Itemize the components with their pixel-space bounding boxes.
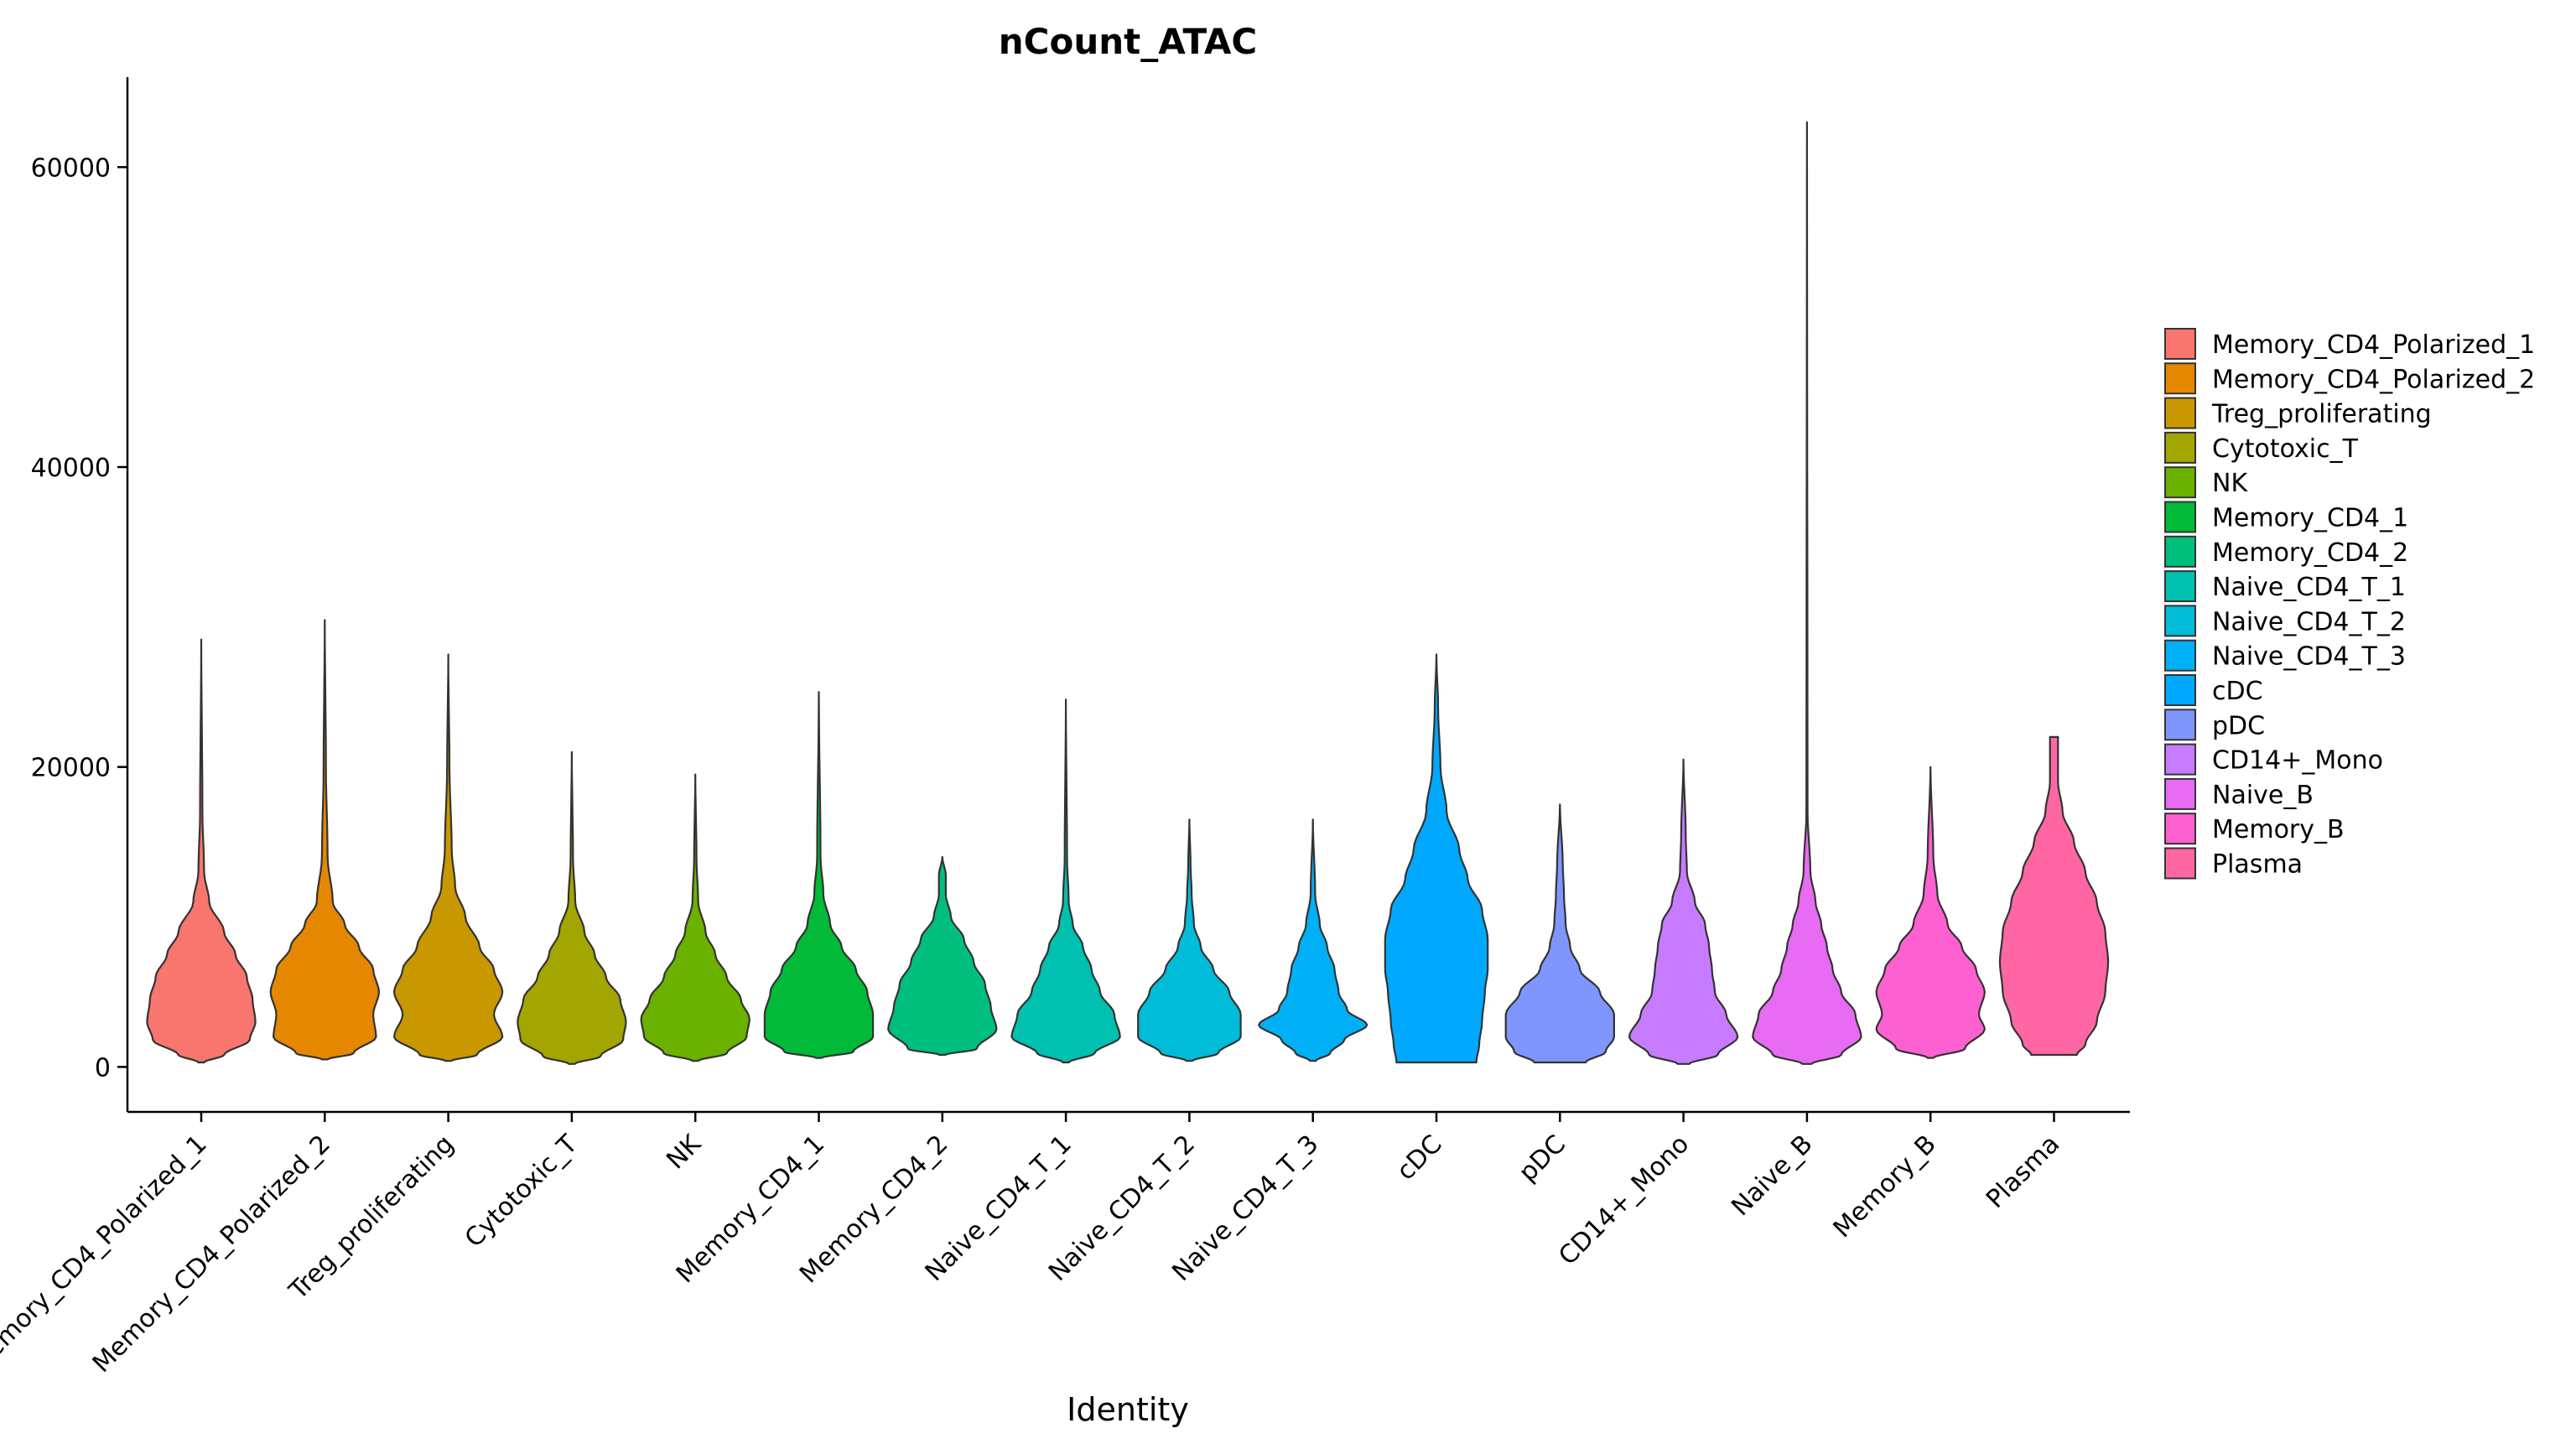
violin-Naive_CD4_T_3 <box>1258 818 1368 1062</box>
violin-Memory_B <box>1875 766 1986 1059</box>
y-tick-label: 0 <box>95 1053 111 1083</box>
legend-swatch <box>2164 743 2196 776</box>
legend-label: Naive_CD4_T_2 <box>2212 607 2406 636</box>
legend: Memory_CD4_Polarized_1 Memory_CD4_Polariz… <box>2164 328 2535 880</box>
x-tick-label: pDC <box>1514 1130 1571 1187</box>
violin-pDC <box>1504 803 1615 1064</box>
x-tick-label: NK <box>661 1129 707 1175</box>
legend-swatch <box>2164 431 2196 464</box>
violin-NK <box>640 773 750 1062</box>
violin-cDC <box>1384 653 1489 1064</box>
legend-label: CD14+_Mono <box>2212 746 2383 776</box>
legend-label: Naive_B <box>2212 781 2314 810</box>
chart-title: nCount_ATAC <box>999 21 1257 62</box>
legend-swatch <box>2164 605 2196 637</box>
legend-swatch <box>2164 813 2196 845</box>
violin-CD14+_Mono <box>1628 758 1739 1065</box>
legend-swatch <box>2164 847 2196 880</box>
legend-label: Naive_CD4_T_3 <box>2212 642 2406 672</box>
legend-label: NK <box>2212 469 2248 498</box>
violin-Memory_CD4_Polarized_1 <box>146 638 257 1064</box>
y-tick-label: 40000 <box>31 454 111 483</box>
legend-label: Plasma <box>2212 850 2303 880</box>
violin-Naive_CD4_T_1 <box>1010 699 1121 1064</box>
legend-swatch <box>2164 397 2196 429</box>
legend-label: Memory_CD4_2 <box>2212 538 2408 568</box>
legend-swatch <box>2164 328 2196 360</box>
legend-label: Memory_CD4_1 <box>2212 504 2408 533</box>
x-tick-label: Cytotoxic_T <box>460 1129 584 1253</box>
violin-group <box>146 121 2110 1065</box>
violin-Memory_CD4_2 <box>887 855 998 1057</box>
violin-Naive_CD4_T_2 <box>1137 818 1242 1062</box>
legend-label: Memory_CD4_Polarized_1 <box>2212 330 2535 360</box>
legend-swatch <box>2164 570 2196 603</box>
x-tick-label: Plasma <box>1981 1130 2065 1214</box>
legend-label: Naive_CD4_T_1 <box>2212 573 2406 602</box>
x-tick-label: Memory_CD4_Polarized_2 <box>87 1130 336 1379</box>
y-axis-ticks: 0 20000 40000 60000 <box>31 153 127 1083</box>
y-tick-label: 60000 <box>31 153 111 183</box>
violin-Plasma <box>1998 735 2110 1057</box>
x-tick-label: CD14+_Mono <box>1553 1130 1695 1271</box>
legend-label: Cytotoxic_T <box>2212 434 2359 464</box>
violin-Memory_CD4_1 <box>763 691 875 1059</box>
x-axis-title: Identity <box>1067 1391 1189 1428</box>
legend-label: Treg_proliferating <box>2211 400 2432 429</box>
legend-swatch <box>2164 674 2196 706</box>
legend-swatch <box>2164 362 2196 395</box>
violin-Naive_B <box>1752 121 1862 1065</box>
legend-label: Memory_CD4_Polarized_2 <box>2212 365 2535 394</box>
violin-Treg_proliferating <box>392 653 504 1062</box>
legend-label: Memory_B <box>2212 815 2345 844</box>
x-tick-label: Naive_B <box>1726 1130 1818 1222</box>
y-tick-label: 20000 <box>31 754 111 783</box>
legend-label: pDC <box>2212 711 2265 740</box>
legend-swatch <box>2164 466 2196 499</box>
violin-Memory_CD4_Polarized_2 <box>269 619 380 1061</box>
legend-swatch <box>2164 709 2196 741</box>
x-tick-label: Memory_B <box>1828 1130 1942 1244</box>
legend-label: cDC <box>2212 677 2263 706</box>
violin-Cytotoxic_T <box>517 750 627 1065</box>
legend-swatch <box>2164 777 2196 810</box>
legend-swatch <box>2164 501 2196 533</box>
x-axis-ticks: Memory_CD4_Polarized_1Memory_CD4_Polariz… <box>0 1112 2065 1379</box>
legend-swatch <box>2164 639 2196 672</box>
x-tick-label: cDC <box>1391 1130 1448 1187</box>
legend-swatch <box>2164 535 2196 568</box>
